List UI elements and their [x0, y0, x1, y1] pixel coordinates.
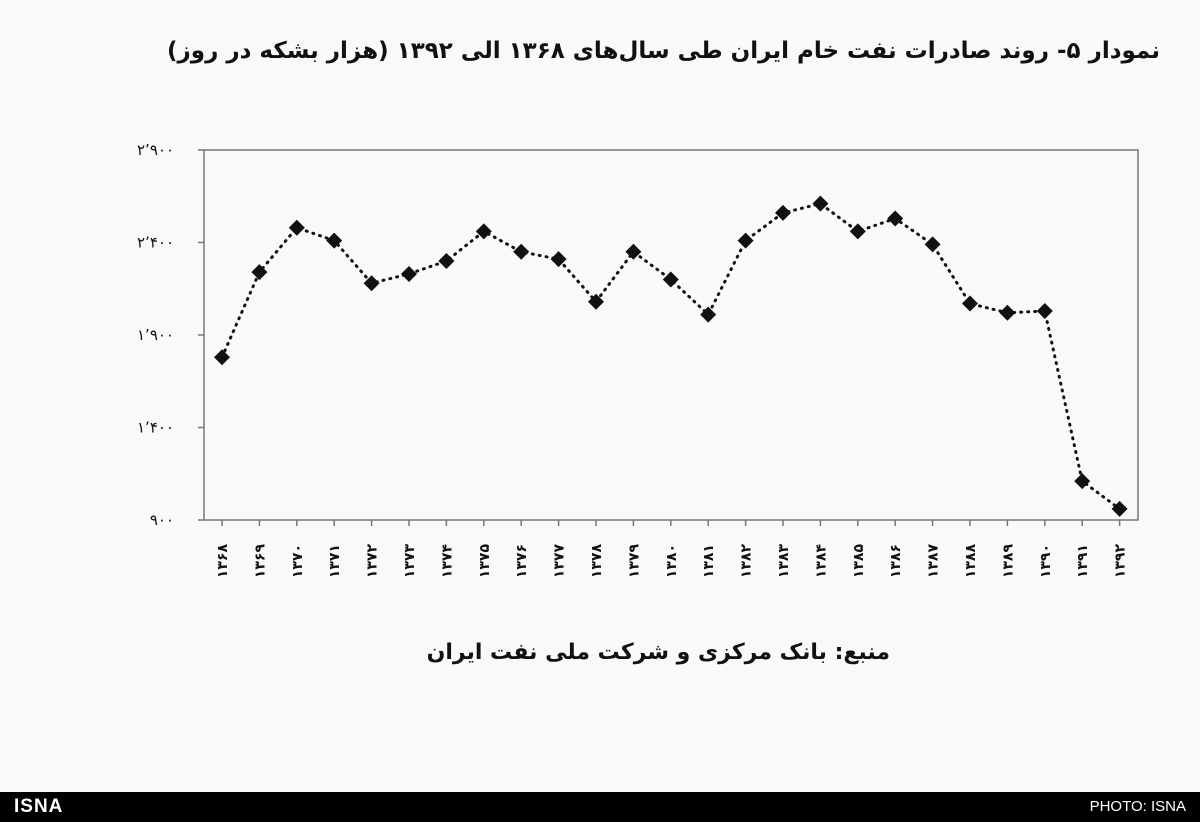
data-point-marker	[363, 275, 380, 292]
chart-title: نمودار ۵- روند صادرات نفت خام ایران طی س…	[167, 38, 1160, 64]
data-point-marker	[849, 223, 866, 240]
data-point-marker	[775, 204, 791, 221]
x-tick-label: ۱۳۶۸	[215, 544, 231, 579]
x-tick-label: ۱۳۸۳	[776, 544, 792, 579]
x-tick-label: ۱۳۹۰	[1038, 544, 1054, 578]
x-tick-label: ۱۳۷۸	[589, 544, 605, 579]
line-chart: ۹۰۰ ۱٬۴۰۰ ۱٬۹۰۰ ۲٬۴۰۰ ۲٬۹۰۰ ۱۳۶۸ ۱۳۶۹ ۱۳۷۰ ۱۳۷۱…	[137, 141, 1139, 578]
x-tick-label: ۱۳۸۱	[701, 544, 717, 578]
y-tick-label: ۱٬۹۰۰	[137, 326, 174, 344]
data-point-marker	[1074, 473, 1091, 490]
data-point-marker	[812, 195, 829, 212]
data-point-marker	[288, 219, 305, 236]
plot-area-frame	[203, 149, 1139, 521]
data-point-marker	[1111, 500, 1128, 517]
y-tick-label: ۲٬۴۰۰	[137, 234, 174, 252]
x-tick-label: ۱۳۸۷	[926, 544, 942, 579]
data-point-marker	[737, 232, 754, 249]
data-point-marker	[438, 253, 455, 269]
data-point-marker	[924, 236, 941, 253]
x-tick-label: ۱۳۷۵	[477, 544, 493, 579]
data-point-marker	[999, 304, 1016, 321]
data-point-marker	[475, 223, 492, 240]
isna-logo: ISNA	[14, 796, 64, 817]
x-tick-label: ۱۳۷۷	[552, 544, 568, 579]
x-tick-label: ۱۳۸۹	[1000, 544, 1016, 579]
x-tick-label: ۱۳۷۳	[402, 544, 418, 579]
data-point-marker	[588, 293, 604, 310]
x-tick-label: ۱۳۷۶	[514, 544, 530, 578]
data-point-marker	[326, 232, 343, 249]
series-markers	[214, 195, 1128, 517]
data-point-marker	[962, 295, 978, 312]
footer-bar: ISNA PHOTO: ISNA	[0, 792, 1200, 822]
x-tick-label: ۱۳۸۰	[664, 544, 680, 578]
data-point-marker	[700, 306, 717, 323]
source-note: منبع: بانک مرکزی و شرکت ملی نفت ایران	[426, 640, 890, 665]
x-axis: ۱۳۶۸ ۱۳۶۹ ۱۳۷۰ ۱۳۷۱ ۱۳۷۲ ۱۳۷۳ ۱۳۷۴ ۱۳۷۵ ۱۳۷۶ ۱۳۷۷…	[215, 520, 1129, 578]
x-tick-label: ۱۳۷۹	[626, 544, 642, 579]
x-tick-label: ۱۳۸۲	[739, 544, 755, 579]
data-point-marker	[251, 264, 268, 281]
data-point-marker	[401, 265, 417, 282]
y-tick-label: ۲٬۹۰۰	[137, 141, 174, 159]
x-tick-label: ۱۳۶۹	[252, 544, 268, 579]
x-tick-label: ۱۳۷۴	[439, 544, 455, 579]
x-tick-label: ۱۳۸۵	[851, 544, 867, 579]
x-tick-label: ۱۳۹۲	[1113, 544, 1129, 579]
x-tick-label: ۱۳۸۴	[813, 544, 829, 579]
y-axis: ۹۰۰ ۱٬۴۰۰ ۱٬۹۰۰ ۲٬۴۰۰ ۲٬۹۰۰	[137, 141, 204, 529]
data-point-marker	[513, 243, 530, 260]
data-point-marker	[1036, 302, 1053, 319]
x-tick-label: ۱۳۸۶	[888, 544, 904, 578]
x-tick-label: ۱۳۸۸	[963, 544, 979, 579]
x-tick-label: ۱۳۷۰	[290, 544, 306, 578]
x-tick-label: ۱۳۹۱	[1075, 544, 1091, 578]
data-point-marker	[625, 243, 642, 260]
y-tick-label: ۱٬۴۰۰	[137, 419, 174, 437]
data-point-marker	[887, 210, 904, 227]
x-tick-label: ۱۳۷۱	[327, 544, 343, 578]
photo-credit: PHOTO: ISNA	[1089, 798, 1186, 815]
x-tick-label: ۱۳۷۲	[365, 544, 381, 579]
data-point-marker	[214, 349, 230, 366]
data-point-marker	[662, 271, 679, 288]
series-line	[220, 202, 1122, 511]
y-tick-label: ۹۰۰	[150, 511, 174, 529]
data-point-marker	[550, 251, 567, 268]
